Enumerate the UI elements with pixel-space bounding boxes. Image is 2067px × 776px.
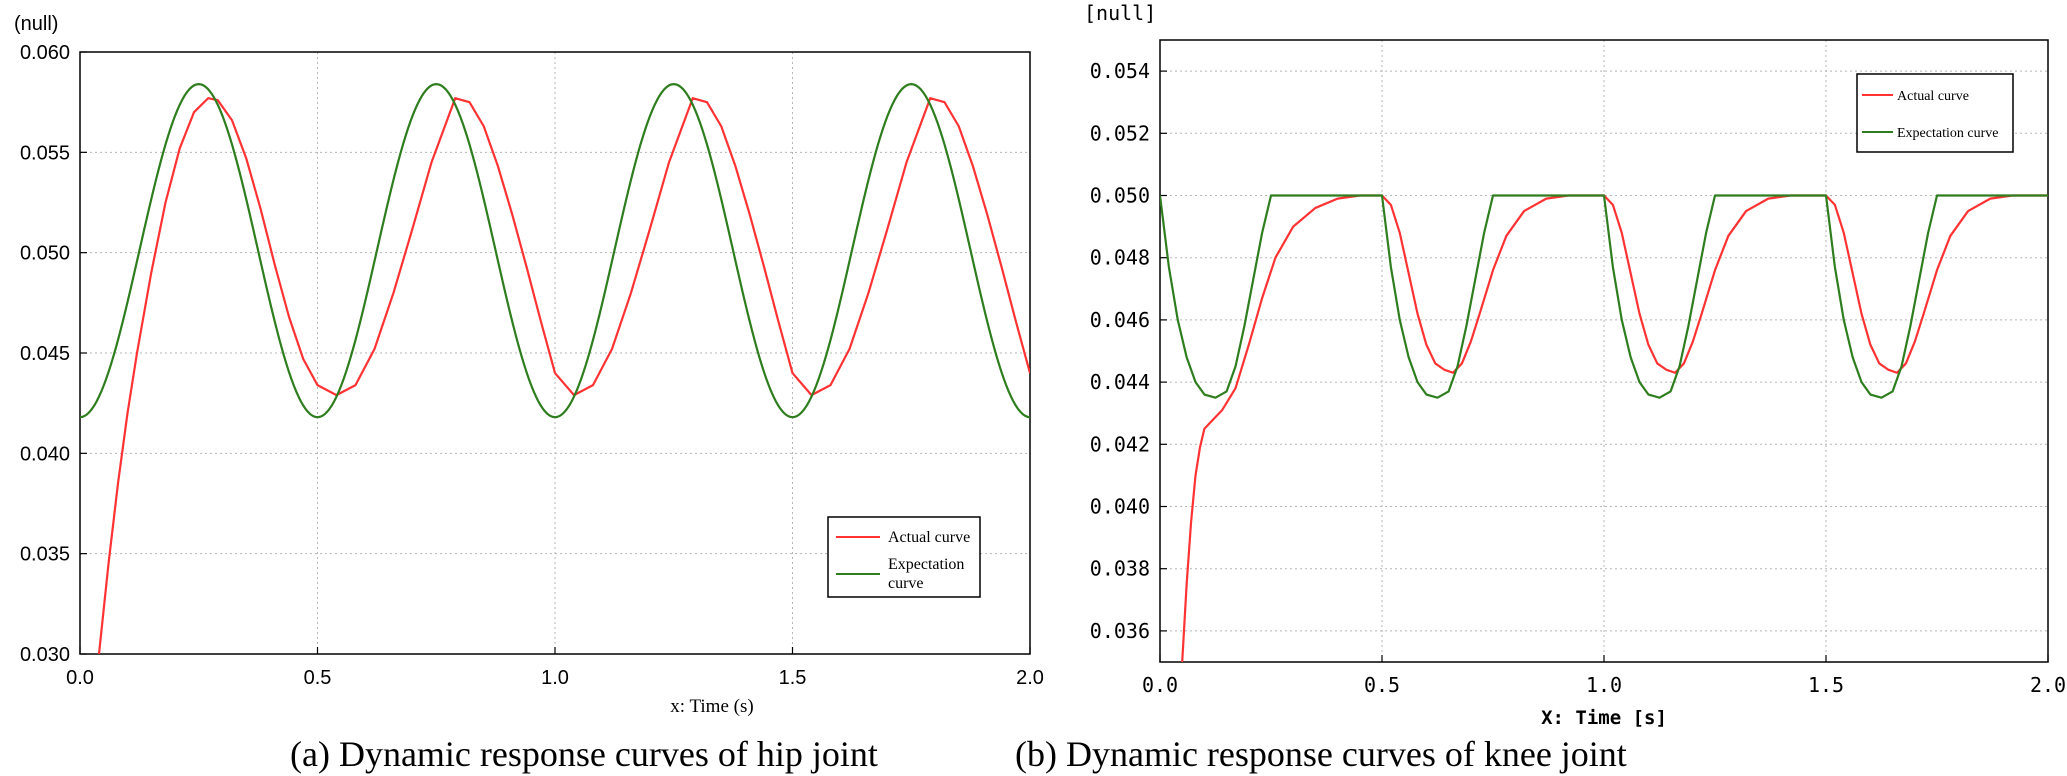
knee-legend-actual-label: Actual curve	[1897, 89, 1969, 104]
b-ytick-label-6: 0.048	[1090, 246, 1150, 270]
b-ytick-label-4: 0.044	[1090, 370, 1150, 394]
a-ytick-label-1: 0.035	[20, 544, 70, 566]
knee-series	[1160, 194, 2048, 662]
knee-caption: (b) Dynamic response curves of knee join…	[1015, 734, 1627, 774]
hip-legend-expectation-label-line2: curve	[888, 575, 924, 592]
hip-x-ticks: 0.0 0.5 1.0 1.5 2.0	[66, 647, 1044, 689]
hip-legend-expectation-label-line1: Expectation	[888, 556, 964, 573]
knee-y-ticks: 0.036 0.038 0.040 0.042 0.044 0.046 0.048 0.050…	[1090, 59, 1167, 643]
a-ytick-label-3: 0.045	[20, 343, 70, 365]
b-ytick-label-0: 0.036	[1090, 619, 1150, 643]
b-ytick-label-5: 0.046	[1090, 308, 1150, 332]
b-xtick-label-1: 0.5	[1364, 673, 1400, 697]
b-ytick-label-3: 0.042	[1090, 432, 1150, 456]
hip-legend-box	[827, 516, 981, 598]
a-xtick-label-1: 0.5	[304, 667, 332, 689]
b-ytick-label-7: 0.050	[1090, 184, 1150, 208]
knee-legend-expectation-label: Expectation curve	[1897, 126, 1998, 141]
knee-chart: 0.036 0.038 0.040 0.042 0.044 0.046 0.048 0.050…	[1084, 1, 2066, 729]
knee-x-ticks: 0.0 0.5 1.0 1.5 2.0	[1142, 655, 2066, 697]
b-ytick-label-2: 0.040	[1090, 495, 1150, 519]
b-ytick-label-9: 0.054	[1090, 59, 1150, 83]
b-line-actual-curve	[1181, 194, 2048, 662]
a-ytick-label-2: 0.040	[20, 443, 70, 465]
knee-y-unit: [null]	[1084, 1, 1156, 25]
b-line-expectation-curve	[1160, 194, 2048, 399]
b-xtick-label-0: 0.0	[1142, 673, 1178, 697]
b-ytick-label-8: 0.052	[1090, 121, 1150, 145]
a-line-expectation-curve	[80, 83, 1030, 419]
a-xtick-label-4: 2.0	[1016, 667, 1044, 689]
b-xtick-label-4: 2.0	[2030, 673, 2066, 697]
hip-legend: Actual curve Expectation curve	[827, 516, 981, 598]
hip-y-unit: (null)	[14, 13, 58, 35]
a-xtick-label-3: 1.5	[779, 667, 807, 689]
hip-x-axis-label: x: Time (s)	[670, 696, 753, 717]
hip-series	[80, 83, 1030, 654]
b-xtick-label-3: 1.5	[1808, 673, 1844, 697]
b-ytick-label-1: 0.038	[1090, 557, 1150, 581]
hip-legend-actual-label: Actual curve	[888, 529, 970, 546]
a-ytick-label-4: 0.050	[20, 243, 70, 265]
a-xtick-label-0: 0.0	[66, 667, 94, 689]
knee-legend-box	[1856, 73, 2014, 153]
knee-legend: Actual curve Expectation curve	[1856, 73, 2014, 153]
b-xtick-label-2: 1.0	[1586, 673, 1622, 697]
hip-y-ticks: 0.030 0.035 0.040 0.045 0.050 0.055 0.060	[20, 42, 87, 666]
a-ytick-label-6: 0.060	[20, 42, 70, 64]
hip-caption: (a) Dynamic response curves of hip joint	[290, 734, 878, 774]
knee-x-axis-label: X: Time [s]	[1541, 707, 1667, 729]
a-ytick-label-0: 0.030	[20, 644, 70, 666]
a-ytick-label-5: 0.055	[20, 142, 70, 164]
a-xtick-label-2: 1.0	[541, 667, 569, 689]
